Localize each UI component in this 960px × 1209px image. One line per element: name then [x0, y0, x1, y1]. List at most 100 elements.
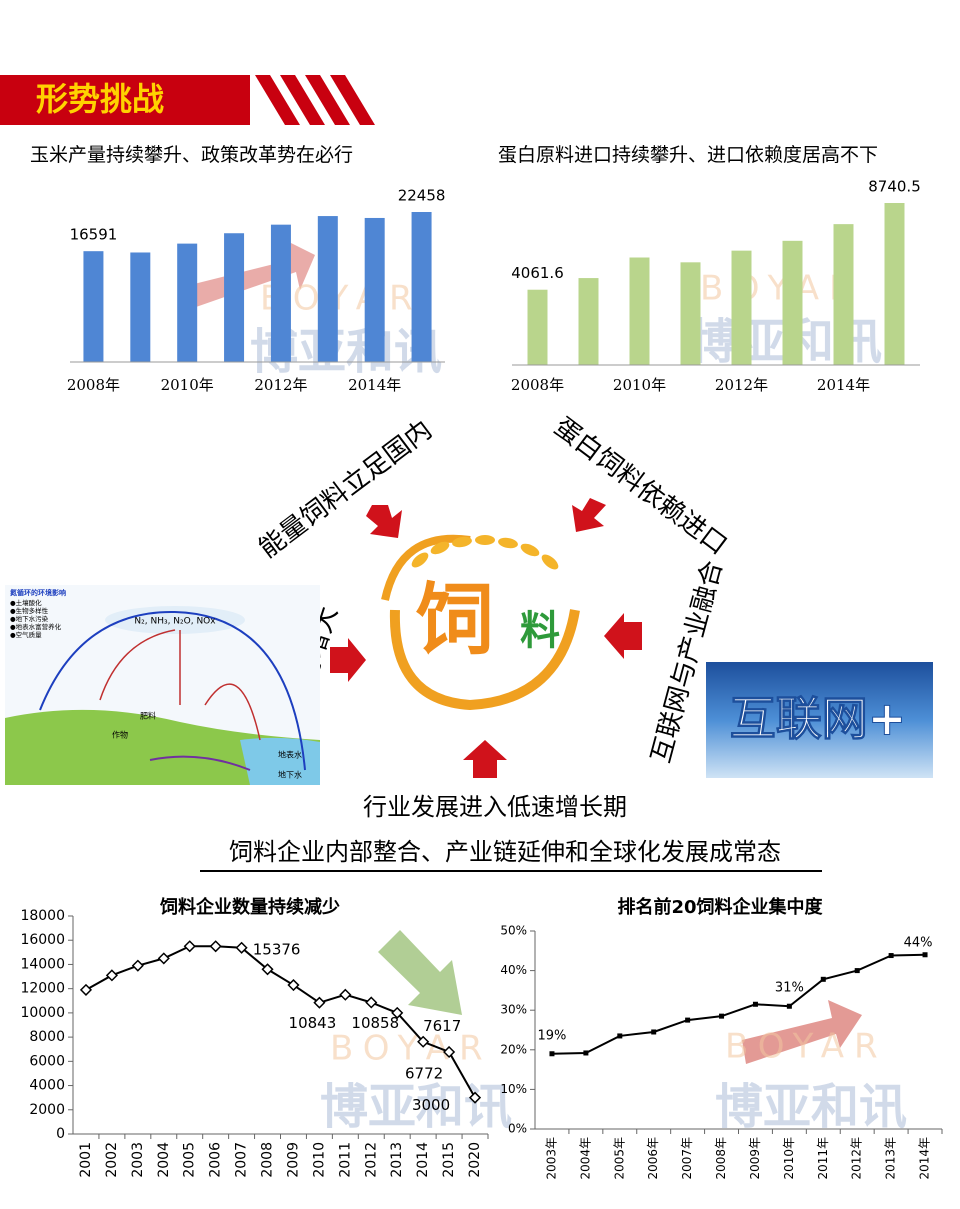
point: [209, 940, 222, 953]
nitrogen-item: ●土壤酸化: [10, 598, 42, 607]
point: [261, 963, 274, 976]
point: [651, 1029, 657, 1035]
point: [685, 1017, 691, 1023]
x-tick-label: 2005年: [612, 1137, 626, 1180]
crop: 作物: [112, 730, 128, 740]
point: [719, 1013, 725, 1019]
watermark-latin: BOYAR: [725, 1027, 888, 1067]
x-tick-label: 2010年: [161, 376, 214, 394]
nitrogen-illustration: [5, 585, 320, 785]
x-tick-label: 2003年: [544, 1137, 558, 1180]
line-series: [551, 953, 926, 1055]
chart-title: 饲料企业数量持续减少: [159, 896, 340, 918]
bar: [629, 257, 650, 365]
y-tick-label: 14000: [20, 956, 65, 972]
logo-sub: 料: [520, 608, 560, 654]
point: [365, 996, 378, 1009]
x-tick-label: 2003: [130, 1142, 146, 1178]
chart-title: 排名前20饲料企业集中度: [617, 896, 823, 918]
value-label: 19%: [538, 1028, 567, 1043]
bar: [411, 212, 432, 362]
x-tick-label: 2006年: [646, 1137, 660, 1180]
nitrogen-item: ●生物多样性: [10, 606, 49, 615]
x-tick-label: 2004: [156, 1142, 172, 1178]
nitrogen-item: ●地下水污染: [10, 614, 49, 623]
point: [105, 969, 118, 982]
value-label: 15376: [253, 940, 301, 958]
surface-water: 地表水: [278, 750, 302, 760]
bar: [364, 217, 385, 362]
bar: [270, 224, 291, 362]
y-tick-label: 30%: [500, 1003, 527, 1017]
x-tick-label: 2012: [363, 1142, 379, 1178]
point: [417, 1035, 430, 1048]
point: [820, 976, 826, 982]
trend-arrow: [742, 1000, 862, 1064]
x-tick-label: 2004年: [578, 1137, 592, 1180]
value-label: 10858: [351, 1014, 399, 1032]
x-tick-label: 2001: [78, 1142, 94, 1178]
x-tick-label: 2012年: [254, 376, 307, 394]
x-tick-label: 2014: [415, 1142, 431, 1178]
x-tick-label: 2008: [260, 1142, 276, 1178]
slowdown-label: 行业发展进入低速增长期: [363, 793, 627, 821]
point: [854, 968, 860, 974]
point: [313, 996, 326, 1009]
y-tick-label: 10000: [20, 1005, 65, 1021]
point: [549, 1051, 555, 1057]
point: [183, 940, 196, 953]
point: [287, 978, 300, 992]
x-tick-label: 2012年: [715, 376, 768, 394]
bar: [130, 252, 151, 362]
bar: [527, 289, 548, 365]
x-tick-label: 2006: [208, 1142, 224, 1178]
energy-label: 能量饲料立足国内: [254, 415, 438, 564]
bar: [83, 251, 104, 362]
y-tick-label: 18000: [20, 908, 65, 924]
pointer-arrows: [330, 498, 642, 778]
point: [583, 1050, 589, 1056]
bar: [833, 224, 854, 365]
ground-water: 地下水: [278, 770, 302, 780]
bar: [578, 278, 599, 365]
y-tick-label: 16000: [20, 932, 65, 948]
nitrogen-item: ●地表水富营养化: [10, 622, 62, 631]
x-tick-label: 2007年: [680, 1137, 694, 1180]
watermark-latin: BOYAR: [700, 269, 863, 309]
internet-badge: [706, 662, 933, 778]
point: [157, 952, 170, 965]
x-tick-label: 2011年: [816, 1137, 830, 1180]
chart-title: 蛋白原料进口持续攀升、进口依赖度居高不下: [498, 144, 878, 166]
nitrogen-gases: N₂, NH₃, N₂O, NOx: [134, 617, 216, 627]
x-tick-label: 2010年: [613, 376, 666, 394]
bar: [177, 243, 198, 362]
x-tick-label: 2008年: [511, 376, 564, 394]
y-tick-label: 50%: [500, 924, 527, 938]
point: [131, 959, 144, 972]
x-tick-label: 2008年: [714, 1137, 728, 1180]
point: [79, 983, 93, 996]
x-tick-label: 2011: [337, 1142, 353, 1178]
x-tick-label: 2015: [441, 1142, 457, 1178]
point: [888, 953, 894, 959]
protein-label: 蛋白饲料依赖进口: [548, 412, 732, 561]
x-tick-label: 2002: [104, 1142, 120, 1178]
value-label: 16591: [70, 226, 118, 244]
y-tick-label: 8000: [29, 1029, 65, 1045]
value-label: 10843: [289, 1014, 337, 1032]
x-tick-label: 2020: [467, 1142, 483, 1178]
y-tick-label: 20%: [500, 1042, 527, 1056]
y-tick-label: 0%: [508, 1122, 527, 1136]
x-tick-label: 2005: [182, 1142, 198, 1178]
y-tick-label: 2000: [29, 1102, 65, 1118]
y-tick-label: 10%: [500, 1082, 527, 1096]
point: [468, 1091, 482, 1104]
fertilizer: 肥料: [140, 711, 156, 721]
nitrogen-title: 氮循环的环境影响: [10, 588, 66, 597]
x-tick-label: 2008年: [67, 376, 120, 394]
bar: [731, 250, 752, 365]
value-label: 22458: [398, 187, 446, 205]
y-tick-label: 4000: [29, 1078, 65, 1094]
x-tick-label: 2012年: [850, 1137, 864, 1180]
